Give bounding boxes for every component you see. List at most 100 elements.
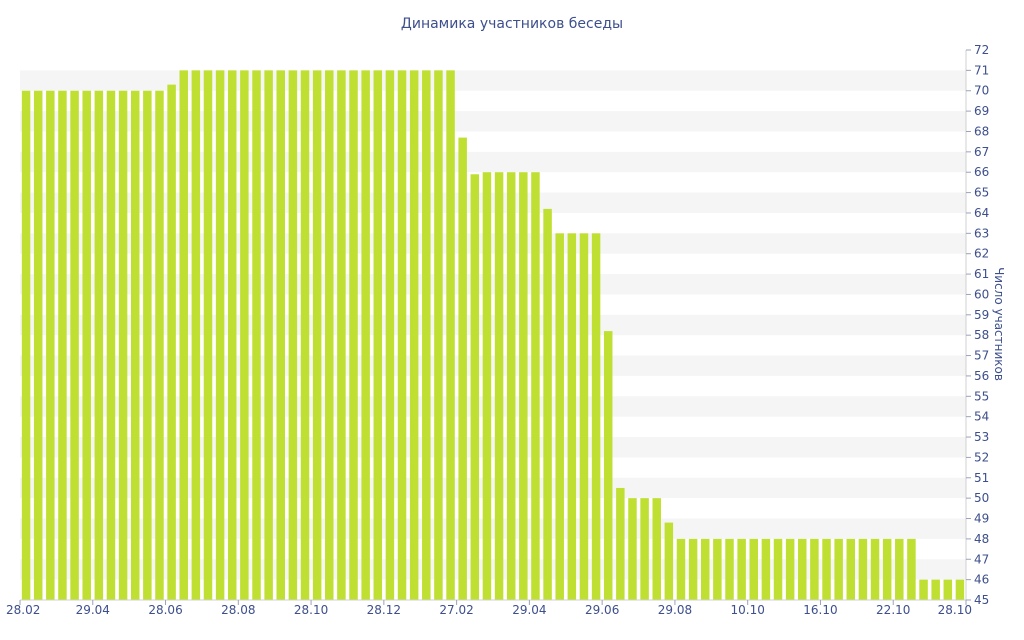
bar: [652, 498, 661, 600]
bar: [203, 70, 213, 601]
bar: [676, 538, 686, 600]
bar: [482, 172, 492, 600]
y-tick-label: 51: [974, 471, 989, 485]
y-tick-label: 63: [974, 226, 989, 240]
bar: [434, 70, 443, 601]
x-tick-label: 28.08: [221, 603, 255, 617]
bar: [143, 90, 152, 601]
x-tick-label: 22.10: [876, 603, 910, 617]
x-tick-label: 28.10: [294, 603, 328, 617]
x-tick-label: 29.06: [585, 603, 619, 617]
x-tick-label: 16.10: [803, 603, 837, 617]
bar: [409, 70, 419, 601]
bar: [58, 90, 67, 601]
bar: [846, 538, 856, 600]
x-tick-label: 28.10: [938, 603, 972, 617]
bar: [130, 90, 140, 601]
bar: [276, 70, 285, 601]
y-tick-label: 62: [974, 247, 989, 261]
x-tick-label: 28.12: [367, 603, 401, 617]
y-tick-label: 55: [974, 389, 989, 403]
bar: [895, 538, 904, 600]
y-tick-label: 54: [974, 410, 989, 424]
bar: [21, 90, 31, 601]
bar: [567, 233, 577, 600]
bar: [725, 538, 734, 600]
y-axis-ticks: 45 46 47 48 49 50 51 52 53 54 55 56 57 58 59 60 61 62 63 64…: [966, 43, 989, 607]
bar: [325, 70, 334, 601]
y-tick-label: 58: [974, 328, 989, 342]
y-axis-label: Число участников: [992, 267, 1006, 381]
y-tick-label: 46: [974, 573, 989, 587]
bar: [458, 137, 467, 600]
y-tick-label: 67: [974, 145, 989, 159]
y-tick-label: 70: [974, 84, 989, 98]
y-tick-label: 60: [974, 287, 989, 301]
bar: [591, 233, 601, 600]
bar: [385, 70, 395, 601]
bar: [70, 90, 79, 601]
bar: [470, 174, 480, 600]
bar: [688, 538, 698, 600]
bar: [397, 70, 407, 601]
bar: [494, 172, 504, 600]
y-tick-label: 71: [974, 63, 989, 77]
y-tick-label: 65: [974, 186, 989, 200]
y-tick-label: 53: [974, 430, 989, 444]
bar: [349, 70, 358, 601]
bar: [907, 538, 916, 600]
bar: [579, 233, 589, 600]
x-tick-label: 29.08: [658, 603, 692, 617]
bar: [312, 70, 322, 601]
x-tick-label: 10.10: [731, 603, 765, 617]
bar: [737, 538, 746, 600]
bar: [82, 90, 91, 601]
bar: [519, 172, 528, 600]
grid-band: [20, 70, 966, 91]
bar: [955, 579, 965, 600]
x-tick-label: 29.04: [76, 603, 110, 617]
bar: [288, 70, 298, 601]
y-tick-label: 56: [974, 369, 989, 383]
bar: [46, 90, 55, 601]
y-tick-label: 66: [974, 165, 989, 179]
y-tick-label: 69: [974, 104, 989, 118]
bar: [640, 498, 649, 600]
bar: [531, 172, 540, 600]
y-tick-label: 50: [974, 491, 989, 505]
bar: [300, 70, 310, 601]
y-tick-label: 45: [974, 593, 989, 607]
bar: [264, 70, 273, 601]
y-tick-label: 68: [974, 124, 989, 138]
bar: [337, 70, 346, 601]
bar: [858, 538, 868, 600]
bar: [506, 172, 516, 600]
x-tick-label: 28.06: [148, 603, 182, 617]
bar: [215, 70, 225, 601]
bar: [810, 538, 819, 600]
bar: [834, 538, 843, 600]
y-tick-label: 48: [974, 532, 989, 546]
bar: [33, 90, 43, 601]
bar: [931, 579, 940, 600]
bar: [155, 90, 164, 601]
bar: [603, 331, 613, 600]
bar: [943, 579, 953, 600]
bar: [628, 498, 637, 600]
bar: [919, 579, 928, 600]
y-tick-label: 59: [974, 308, 989, 322]
y-tick-label: 57: [974, 349, 989, 363]
bar: [167, 84, 176, 600]
bar: [422, 70, 431, 601]
bar: [773, 538, 783, 600]
y-tick-label: 49: [974, 512, 989, 526]
x-tick-label: 28.02: [6, 603, 40, 617]
bar: [761, 538, 771, 600]
bar: [870, 538, 880, 600]
bar: [228, 70, 237, 601]
bar: [555, 233, 564, 600]
chart-title: Динамика участников беседы: [401, 16, 623, 32]
bar: [543, 208, 552, 600]
x-axis-ticks: 28.02 29.04 28.06 28.08 28.10 28.12 27.02 29.04…: [6, 600, 972, 617]
bar: [882, 538, 892, 600]
